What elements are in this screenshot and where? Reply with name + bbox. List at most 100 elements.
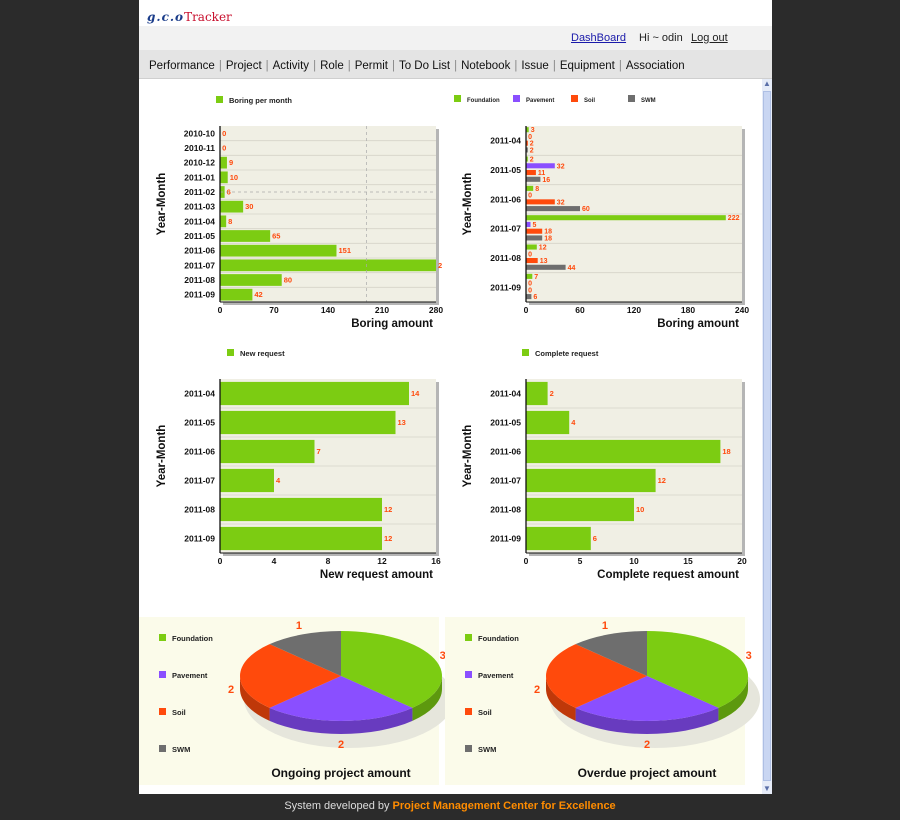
bar-chart-complete-request: Complete request 2011-04 2 2011-05 4 2011-06 1…: [462, 349, 747, 581]
pie-slice-swm: [269, 631, 341, 676]
data-label: 8: [228, 217, 232, 226]
y-axis-title: Year-Month: [156, 425, 168, 488]
bar: [526, 264, 566, 270]
legend-swatch: [571, 95, 578, 102]
bar: [526, 199, 555, 205]
pie-side: [718, 676, 748, 721]
data-label: 12: [384, 505, 392, 514]
nav-item-permit[interactable]: Permit: [354, 60, 388, 72]
bar: [526, 156, 528, 162]
nav-item-notebook[interactable]: Notebook: [461, 60, 511, 72]
x-axis-title: Boring amount: [351, 318, 433, 330]
pie-title: Overdue project amount: [578, 766, 717, 780]
nav-item-activity[interactable]: Activity: [272, 60, 310, 72]
header: g.c.oTracker: [139, 0, 772, 26]
data-label: 0: [222, 144, 226, 153]
y-tick-label: 2011-05: [184, 231, 215, 241]
data-label: 30: [245, 202, 253, 211]
legend-label: SWM: [478, 745, 496, 754]
x-tick-label: 0: [524, 305, 529, 315]
pie-side: [412, 676, 442, 721]
scroll-up-icon[interactable]: ▲: [763, 79, 771, 88]
nav-separator: |: [391, 60, 395, 72]
nav-separator: |: [514, 60, 518, 72]
y-tick-label: 2011-08: [490, 253, 521, 263]
y-tick-label: 2011-02: [184, 187, 215, 197]
logo-name: Tracker: [184, 10, 232, 24]
x-tick-label: 8: [326, 556, 331, 566]
y-tick-label: 2011-06: [184, 246, 215, 256]
bar: [220, 288, 253, 301]
data-label: 44: [568, 265, 576, 272]
y-tick-label: 2011-05: [490, 418, 521, 428]
x-tick-label: 120: [627, 305, 641, 315]
data-label: 2: [550, 389, 554, 398]
charts-canvas: Boring per month 2010-10 0 2010-11 0 2010-12 9…: [139, 95, 760, 785]
y-tick-label: 2011-04: [184, 389, 215, 399]
data-label: 2: [438, 261, 442, 270]
bar: [526, 526, 591, 551]
x-tick-label: 0: [524, 556, 529, 566]
legend-label: Foundation: [478, 634, 519, 643]
y-tick-label: 2011-09: [490, 534, 521, 544]
nav-item-performance[interactable]: Performance: [149, 60, 215, 72]
scroll-down-icon[interactable]: ▼: [763, 784, 771, 793]
bar: [220, 497, 382, 522]
y-tick-label: 2011-09: [490, 282, 521, 292]
nav-item-equipment[interactable]: Equipment: [559, 60, 615, 72]
bar: [220, 156, 227, 169]
y-tick-label: 2011-04: [184, 216, 215, 226]
nav-separator: |: [454, 60, 458, 72]
pie-slice-soil: [546, 644, 647, 708]
legend-label: Complete request: [535, 349, 599, 358]
nav-item-association[interactable]: Association: [625, 60, 685, 72]
data-label: 14: [411, 389, 420, 398]
legend-swatch: [159, 745, 166, 752]
bar: [526, 468, 656, 493]
scrollbar-thumb[interactable]: [763, 91, 771, 781]
y-tick-label: 2011-06: [490, 194, 521, 204]
data-label: 18: [722, 447, 730, 456]
data-label: 11: [538, 170, 546, 177]
legend-swatch: [159, 634, 166, 641]
x-axis-title: Complete request amount: [597, 569, 739, 581]
nav-item-issue[interactable]: Issue: [521, 60, 549, 72]
pie-value-label: 3: [746, 650, 752, 662]
nav-item-project[interactable]: Project: [225, 60, 262, 72]
bar: [220, 468, 274, 493]
legend-label: Pavement: [478, 671, 514, 680]
pie-value-label: 1: [602, 620, 608, 632]
bar: [526, 140, 528, 146]
app-logo[interactable]: g.c.oTracker: [147, 10, 232, 24]
x-tick-label: 180: [681, 305, 695, 315]
data-label: 13: [398, 418, 406, 427]
nav-separator: |: [618, 60, 622, 72]
y-tick-label: 2011-09: [184, 290, 215, 300]
footer-org: Project Management Center for Excellence: [392, 800, 616, 812]
logout-link[interactable]: Log out: [691, 32, 728, 44]
scrollbar[interactable]: ▲ ▼: [762, 79, 772, 794]
data-label: 0: [528, 193, 532, 200]
y-tick-label: 2010-10: [184, 128, 215, 138]
dashboard-link[interactable]: DashBoard: [571, 32, 627, 44]
y-tick-label: 2011-03: [184, 202, 215, 212]
nav-separator: |: [265, 60, 269, 72]
data-label: 6: [593, 534, 597, 543]
pie-side: [269, 707, 413, 735]
nav-item-to-do-list[interactable]: To Do List: [398, 60, 451, 72]
y-tick-label: 2011-08: [490, 505, 521, 515]
x-tick-label: 70: [269, 305, 279, 315]
bar: [526, 185, 534, 191]
data-label: 6: [533, 294, 537, 301]
footer: System developed by Project Management C…: [0, 800, 900, 820]
data-label: 10: [636, 505, 644, 514]
bar: [220, 230, 271, 242]
nav-item-role[interactable]: Role: [320, 60, 344, 72]
legend-swatch: [513, 95, 520, 102]
data-label: 18: [544, 229, 552, 236]
data-label: 0: [528, 281, 532, 288]
data-label: 0: [528, 287, 532, 294]
bar-chart-new-request: New request 2011-04 14 2011-05 13 2011-06 7 201…: [156, 349, 441, 581]
nav-separator: |: [347, 60, 351, 72]
y-tick-label: 2011-07: [184, 476, 215, 486]
